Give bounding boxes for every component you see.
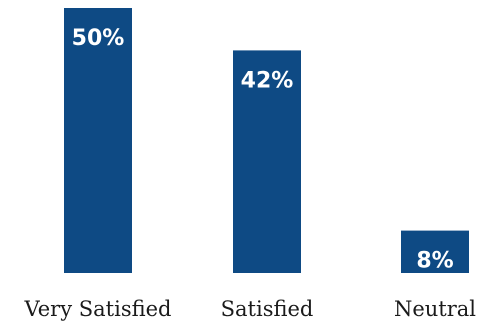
value-label: 50% [72,26,125,51]
x-tick-labels-group: Very Satisfied Satisfied Neutral [24,297,477,321]
value-label: 8% [416,249,453,274]
bar-satisfied [233,50,301,274]
value-label: 42% [241,68,294,93]
x-tick-label: Neutral [394,297,476,321]
bars-group [64,8,469,274]
bar-neutral [401,230,469,273]
bar-very-satisfied [64,8,132,273]
x-tick-label: Very Satisfied [24,297,172,321]
x-tick-label: Satisfied [221,297,314,321]
value-labels-group: 50% 42% 8% [72,26,454,274]
